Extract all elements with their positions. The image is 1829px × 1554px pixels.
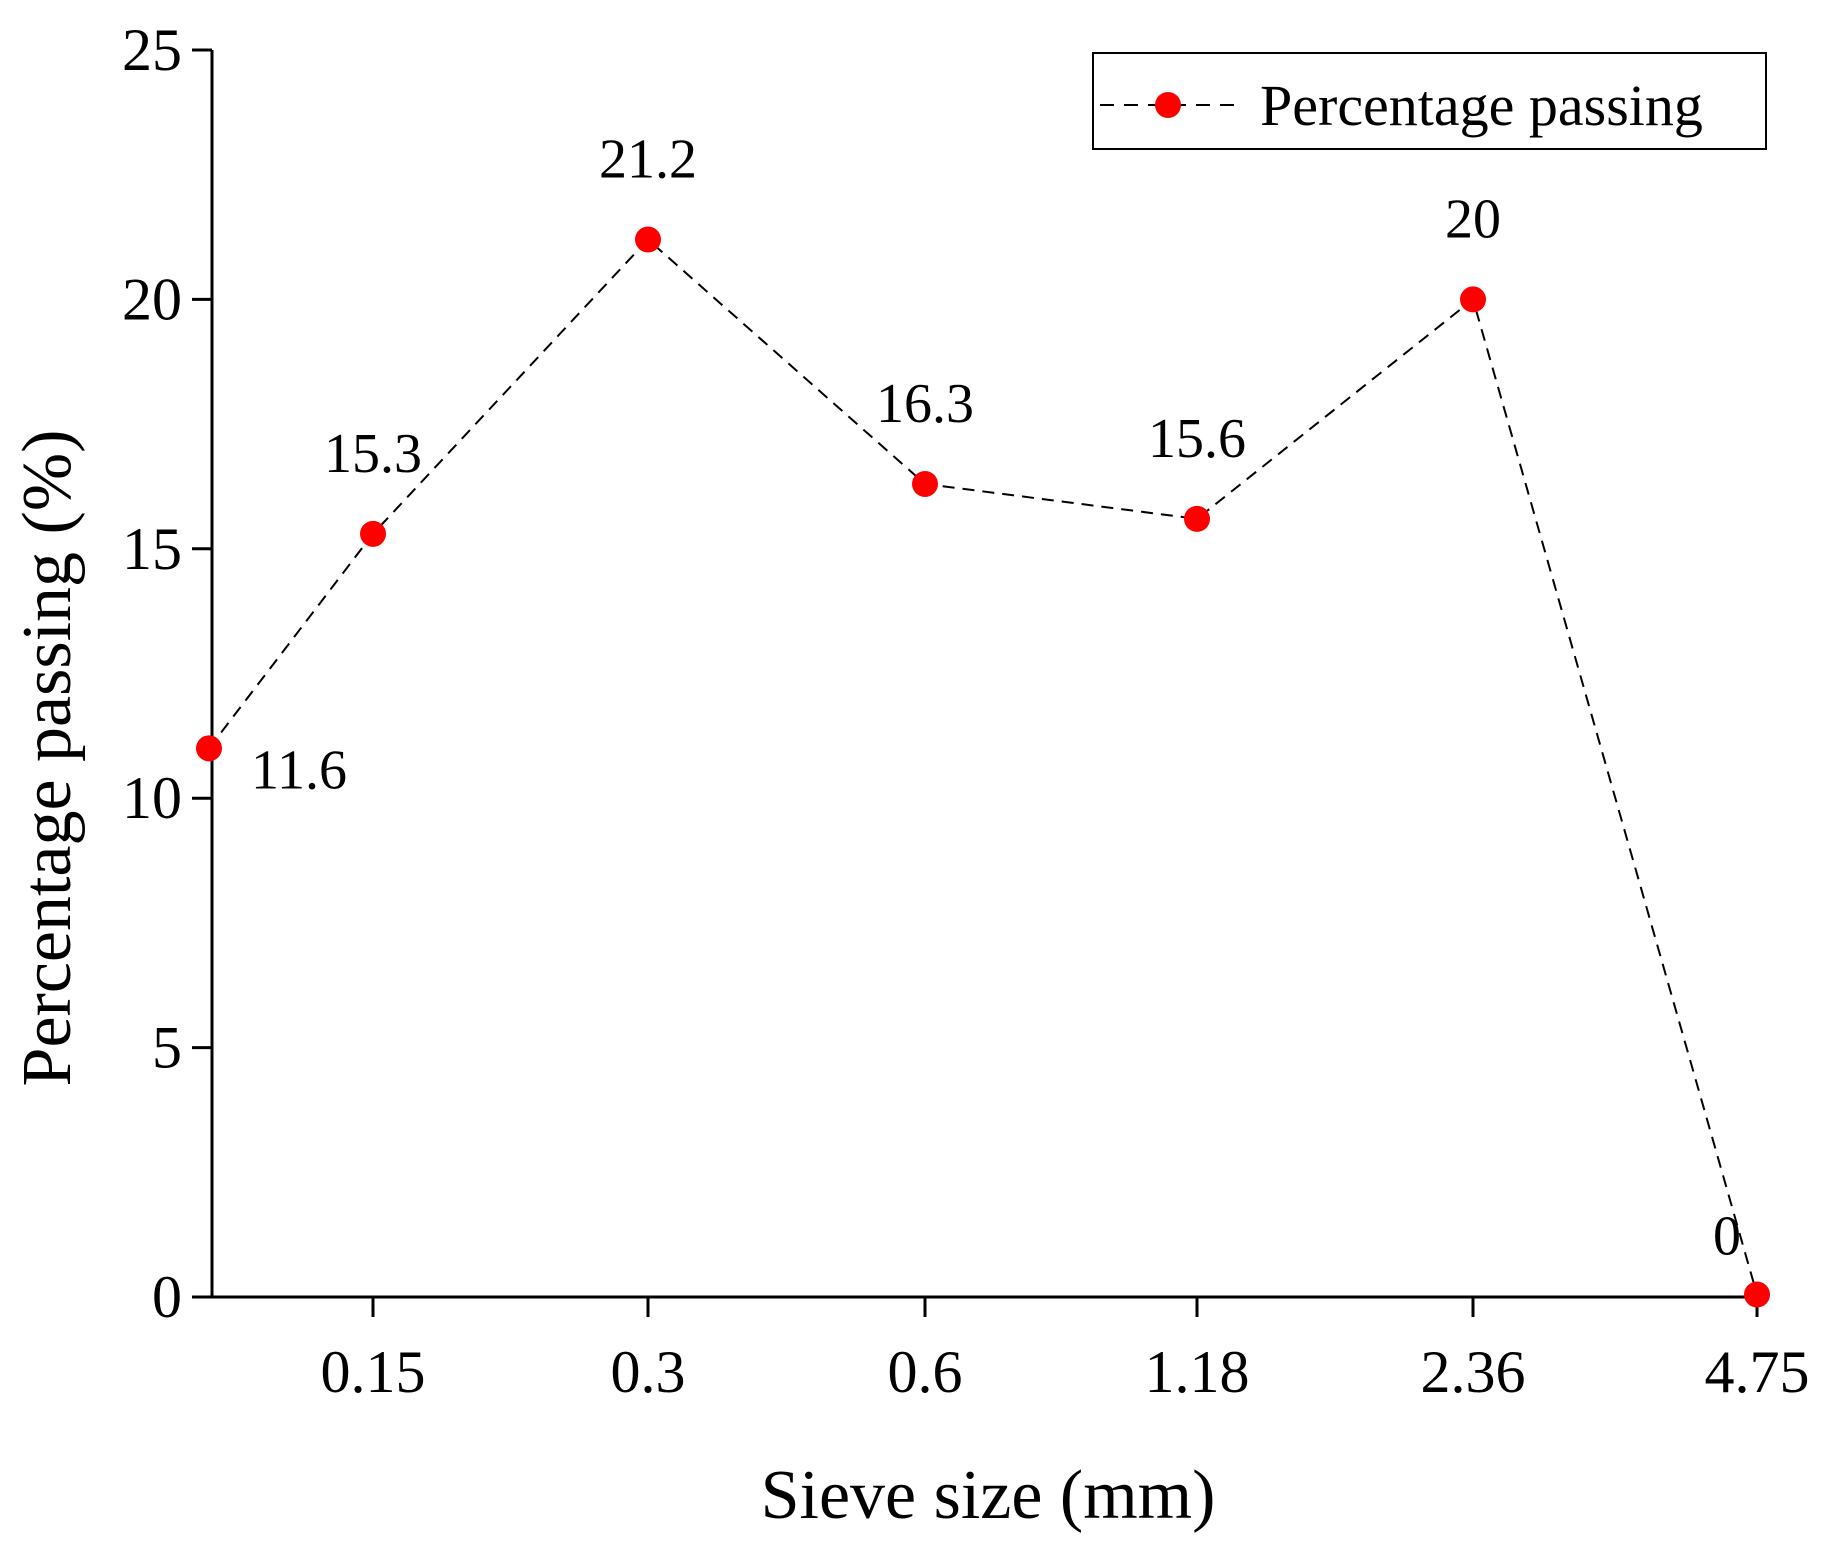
data-label: 11.6 (251, 739, 347, 801)
legend: Percentage passing (1092, 52, 1767, 150)
x-tick-label: 0.6 (888, 1339, 963, 1405)
y-tick-label: 5 (152, 1015, 182, 1081)
legend-box (1092, 52, 1767, 150)
x-tick-label: 1.18 (1145, 1339, 1250, 1405)
data-label: 15.3 (324, 423, 422, 485)
data-point (196, 735, 222, 762)
y-tick-label: 10 (122, 765, 182, 831)
series-layer (196, 226, 1770, 1308)
data-label: 15.6 (1148, 408, 1246, 470)
legend-marker (1155, 92, 1181, 118)
data-point (912, 470, 938, 497)
series-line-percentage-passing (208, 238, 1758, 1295)
x-axis-title: Sieve size (mm) (761, 1457, 1216, 1534)
y-tick-label: 20 (122, 266, 182, 332)
axes: 0 5 10 15 20 25 0.15 0.3 0.6 1.18 2.36 4.75 (122, 17, 1810, 1405)
data-point (1184, 505, 1210, 532)
x-tick-label: 4.75 (1705, 1339, 1810, 1405)
data-label: 21.2 (599, 129, 697, 191)
x-tick-label: 2.36 (1421, 1339, 1526, 1405)
data-label: 16.3 (876, 373, 974, 435)
data-label: 20 (1445, 188, 1501, 250)
legend-label: Percentage passing (1260, 73, 1703, 138)
y-axis-title: Percentage passing (%) (9, 430, 86, 1087)
data-labels: 11.6 15.3 21.2 16.3 15.6 20 0 (251, 129, 1741, 1268)
y-tick-label: 15 (122, 516, 182, 582)
data-point (635, 226, 661, 253)
data-point (1744, 1281, 1770, 1308)
x-tick-label: 0.15 (321, 1339, 426, 1405)
y-tick-label: 0 (152, 1264, 182, 1330)
y-tick-label: 25 (122, 17, 182, 83)
data-label: 0 (1713, 1206, 1741, 1268)
data-point (360, 520, 386, 547)
x-tick-label: 0.3 (611, 1339, 686, 1405)
data-point (1460, 286, 1486, 313)
